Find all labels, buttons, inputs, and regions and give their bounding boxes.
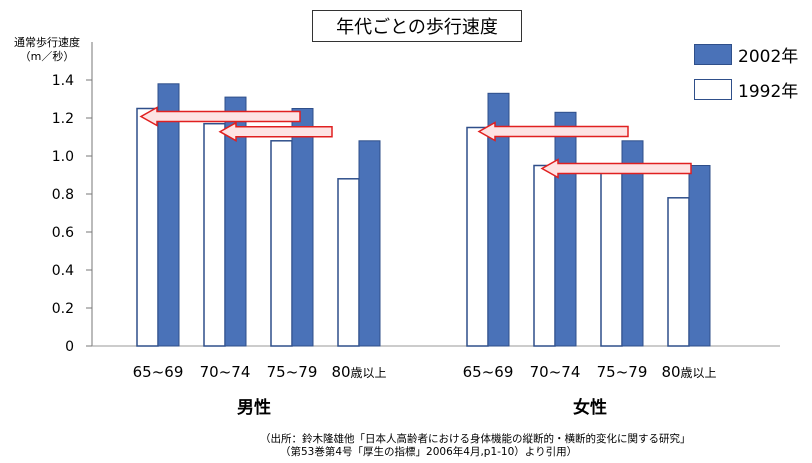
y-axis-label-line2: （m／秒）	[19, 50, 75, 63]
x-category-label: 70~74	[200, 363, 251, 381]
source-note: （出所：鈴木隆雄他「日本人高齢者における身体機能の縦断的・横断的変化に関する研究…	[260, 433, 800, 459]
legend-swatch-2002	[694, 44, 732, 65]
chart-title: 年代ごとの歩行速度	[312, 10, 522, 42]
y-tick-label: 1.0	[52, 149, 74, 165]
y-tick-label: 0.6	[52, 225, 74, 241]
y-axis-label: 通常歩行速度 （m／秒）	[8, 36, 86, 64]
bar-2002	[621, 140, 644, 347]
x-category-label: 80歳以上	[331, 363, 386, 381]
bar-2002	[157, 83, 180, 347]
x-category-label: 80歳以上	[661, 363, 716, 381]
source-line2: （第53巻第4号「厚生の指標」2006年4月,p1-10）より引用）	[280, 446, 578, 458]
chart-title-text: 年代ごとの歩行速度	[336, 17, 498, 38]
y-tick-label: 0.8	[52, 187, 74, 203]
comparison-arrow	[218, 121, 333, 142]
x-category-label: 65~69	[463, 363, 514, 381]
y-tick-label: 0.4	[52, 263, 74, 279]
bar-2002	[358, 140, 381, 347]
y-tick-label: 1.4	[52, 73, 74, 89]
y-tick-label: 0.2	[52, 301, 74, 317]
x-category-label: 65~69	[133, 363, 184, 381]
bar-1992	[136, 107, 159, 347]
legend-swatch-1992	[694, 79, 732, 100]
x-category-label: 70~74	[530, 363, 581, 381]
bar-2002	[554, 111, 577, 347]
bar-2002	[688, 165, 711, 347]
y-tick-label: 0	[65, 339, 74, 355]
bar-1992	[533, 164, 556, 347]
bar-2002	[291, 108, 314, 347]
comparison-arrow	[540, 158, 692, 179]
legend-item-1992: 1992年	[694, 77, 798, 102]
bar-1992	[466, 126, 489, 347]
bar-1992	[270, 140, 293, 347]
bar-1992	[203, 122, 226, 347]
x-category-label: 75~79	[267, 363, 318, 381]
bar-1992	[337, 178, 360, 347]
x-category-label: 75~79	[597, 363, 648, 381]
comparison-arrow	[477, 121, 629, 142]
comparison-arrow	[139, 106, 301, 127]
y-axis-label-line1: 通常歩行速度	[14, 36, 80, 49]
y-tick-label: 1.2	[52, 111, 74, 127]
bar-1992	[667, 197, 690, 347]
legend-label-1992: 1992年	[738, 82, 799, 102]
bar-2002	[487, 92, 510, 347]
group-label-male: 男性	[237, 398, 271, 418]
group-label-female: 女性	[573, 398, 607, 418]
legend-label-2002: 2002年	[738, 47, 799, 67]
bar-2002	[224, 96, 247, 347]
source-line1: （出所：鈴木隆雄他「日本人高齢者における身体機能の縦断的・横断的変化に関する研究…	[260, 433, 691, 445]
legend-item-2002: 2002年	[694, 42, 798, 67]
bar-1992	[600, 168, 623, 347]
